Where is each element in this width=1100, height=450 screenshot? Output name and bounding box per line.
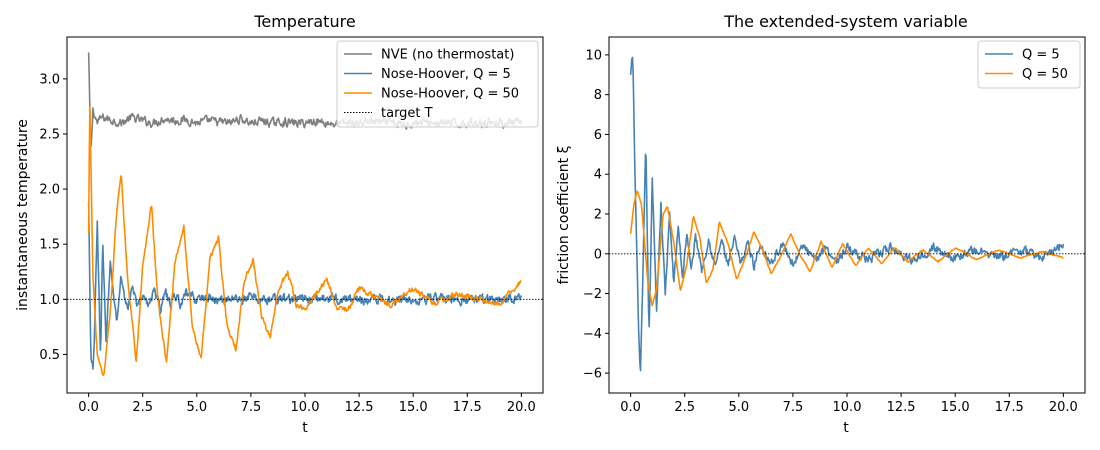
y-axis-label: friction coefficient ξ [556, 146, 572, 285]
y-tick-label: 2 [594, 208, 602, 223]
legend: NVE (no thermostat) Nose-Hoover, Q = 5 Nos… [336, 40, 539, 128]
x-tick-label: 2.5 [132, 400, 153, 415]
y-axis-label: instantaneous temperature [15, 119, 31, 311]
x-tick-label: 10.0 [833, 400, 862, 415]
y-tick-label: −6 [583, 367, 602, 382]
x-tick-label: 5.0 [186, 400, 207, 415]
x-tick-label: 20.0 [1049, 400, 1078, 415]
y-tick-label: 10 [585, 48, 602, 63]
y-tick-label: −4 [583, 327, 602, 342]
x-tick-label: 2.5 [674, 400, 695, 415]
y-tick-label: 3.0 [39, 72, 60, 87]
x-tick-label: 17.5 [453, 400, 482, 415]
y-tick-label: 1.0 [39, 293, 60, 308]
legend-label: NVE (no thermostat) [381, 48, 514, 63]
x-axis-label: t [843, 420, 849, 436]
series-line-nose-hoover-q-50 [87, 105, 522, 376]
x-tick-label: 17.5 [995, 400, 1024, 415]
series-line-q-5 [629, 56, 1065, 372]
chart-title: Temperature [253, 12, 355, 31]
x-tick-label: 10.0 [291, 400, 320, 415]
y-tick-label: 2.0 [39, 183, 60, 198]
x-tick-label: 7.5 [241, 400, 262, 415]
x-tick-label: 0.0 [78, 400, 99, 415]
legend: Q = 5 Q = 50 [977, 40, 1081, 89]
y-tick-label: 0.5 [39, 348, 60, 363]
y-tick-label: 2.5 [39, 127, 60, 142]
legend-box [977, 40, 1081, 89]
y-tick-label: 1.5 [39, 238, 60, 253]
friction-panel: The extended-system variable 0.0 2.5 5.0 7.… [556, 12, 1086, 436]
legend-label: Nose-Hoover, Q = 5 [381, 67, 511, 82]
x-tick-label: 15.0 [399, 400, 428, 415]
x-tick-label: 5.0 [728, 400, 749, 415]
x-tick-label: 15.0 [941, 400, 970, 415]
x-tick-label: 7.5 [783, 400, 804, 415]
y-tick-label: 4 [594, 168, 602, 183]
y-tick-label: 0 [594, 247, 602, 262]
y-tick-label: −2 [583, 287, 602, 302]
y-tick-label: 8 [594, 88, 602, 103]
legend-label: Q = 50 [1022, 67, 1068, 82]
x-axis-label: t [302, 420, 308, 436]
legend-box [336, 40, 539, 128]
chart-title: The extended-system variable [723, 12, 968, 31]
x-tick-label: 20.0 [507, 400, 536, 415]
y-tick-label: 6 [594, 128, 602, 143]
temperature-panel: Temperature 0.0 2.5 5.0 7.5 10.0 12.5 15.0 17.5… [15, 12, 544, 436]
legend-label: target T [381, 106, 433, 121]
x-tick-label: 12.5 [345, 400, 374, 415]
x-tick-label: 0.0 [620, 400, 641, 415]
legend-label: Nose-Hoover, Q = 50 [381, 87, 519, 102]
x-tick-label: 12.5 [887, 400, 916, 415]
legend-label: Q = 5 [1022, 48, 1060, 63]
